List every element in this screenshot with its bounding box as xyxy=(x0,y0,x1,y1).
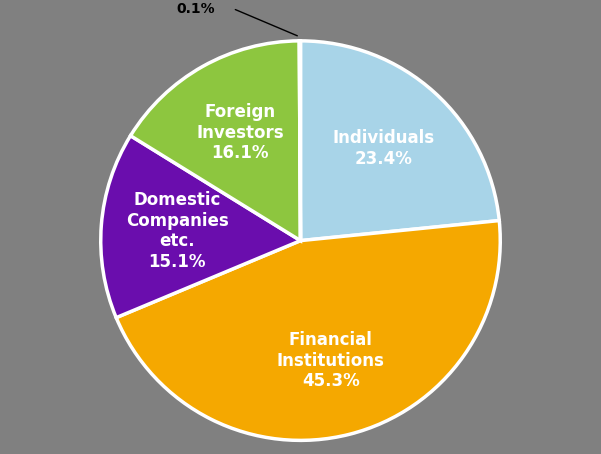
Wedge shape xyxy=(300,41,499,241)
Text: Individuals
23.4%: Individuals 23.4% xyxy=(332,129,435,168)
Wedge shape xyxy=(116,221,500,440)
Text: Treasury
Stock
0.1%: Treasury Stock 0.1% xyxy=(162,0,297,36)
Wedge shape xyxy=(130,41,300,241)
Wedge shape xyxy=(101,136,300,318)
Text: Foreign
Investors
16.1%: Foreign Investors 16.1% xyxy=(196,103,284,163)
Text: Domestic
Companies
etc.
15.1%: Domestic Companies etc. 15.1% xyxy=(126,191,228,271)
Text: Financial
Institutions
45.3%: Financial Institutions 45.3% xyxy=(277,331,385,390)
Wedge shape xyxy=(299,41,300,241)
